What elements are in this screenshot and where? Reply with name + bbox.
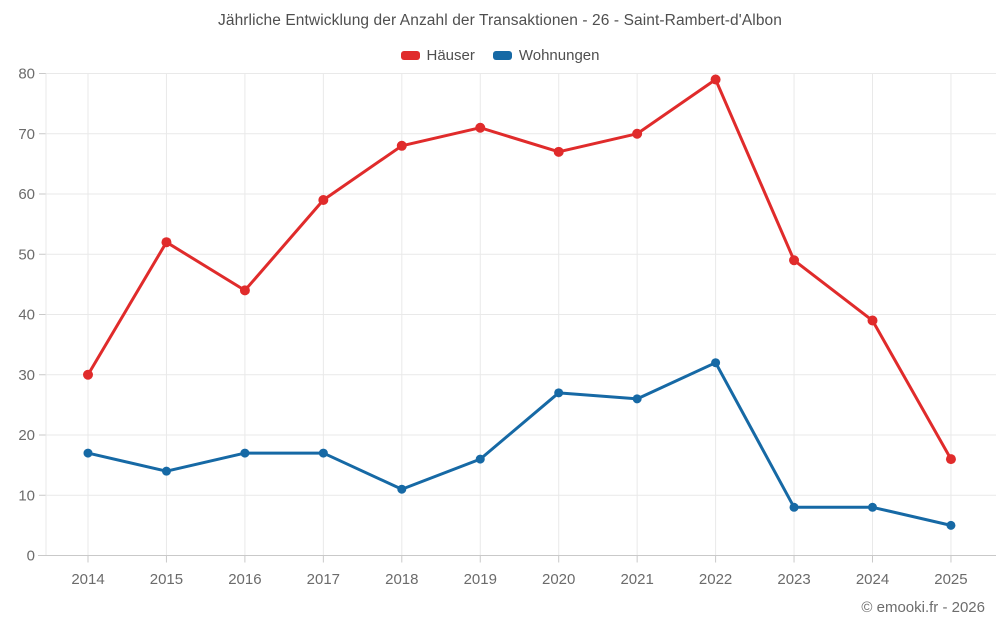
data-point-wohnungen-2021[interactable] <box>632 394 642 404</box>
data-point-wohnungen-2020[interactable] <box>554 388 564 398</box>
x-tick-label: 2025 <box>934 571 967 588</box>
x-tick-label: 2023 <box>777 571 810 588</box>
data-point-wohnungen-2018[interactable] <box>397 484 407 494</box>
data-point-haeuser-2014[interactable] <box>83 369 93 380</box>
x-tick-label: 2024 <box>856 571 889 588</box>
x-tick-label: 2014 <box>71 571 104 588</box>
data-point-haeuser-2022[interactable] <box>710 74 721 85</box>
x-tick-label: 2015 <box>150 571 183 588</box>
data-point-haeuser-2015[interactable] <box>161 237 172 248</box>
legend-label-wohnungen: Wohnungen <box>518 47 600 64</box>
legend-item-haeuser[interactable]: Häuser <box>400 47 475 64</box>
data-point-wohnungen-2023[interactable] <box>789 502 799 512</box>
y-tick-label: 50 <box>18 246 35 263</box>
data-point-haeuser-2021[interactable] <box>632 128 643 139</box>
data-point-haeuser-2025[interactable] <box>945 454 956 465</box>
y-tick-label: 20 <box>18 427 35 444</box>
y-tick-label: 70 <box>18 126 35 143</box>
x-tick-label: 2016 <box>228 571 261 588</box>
data-point-haeuser-2023[interactable] <box>789 255 800 266</box>
data-point-haeuser-2019[interactable] <box>475 122 486 133</box>
series-line-wohnungen <box>86 361 953 527</box>
series-line-haeuser <box>86 78 953 461</box>
x-tick-label: 2018 <box>385 571 418 588</box>
x-tick-label: 2017 <box>307 571 340 588</box>
y-tick-label: 30 <box>18 367 35 384</box>
legend-swatch-wohnungen <box>492 51 512 60</box>
legend-swatch-haeuser <box>400 51 420 60</box>
data-point-haeuser-2018[interactable] <box>396 140 407 151</box>
y-tick-label: 0 <box>27 548 35 565</box>
data-point-haeuser-2017[interactable] <box>318 195 329 206</box>
data-point-wohnungen-2022[interactable] <box>711 358 721 368</box>
data-point-haeuser-2024[interactable] <box>867 315 878 326</box>
y-tick-label: 40 <box>18 307 35 324</box>
data-point-wohnungen-2017[interactable] <box>318 448 328 458</box>
data-point-wohnungen-2019[interactable] <box>475 454 485 464</box>
data-point-wohnungen-2015[interactable] <box>161 466 171 476</box>
x-tick-label: 2019 <box>464 571 497 588</box>
legend-item-wohnungen[interactable]: Wohnungen <box>492 47 600 64</box>
x-tick-label: 2021 <box>620 571 653 588</box>
x-tick-label: 2020 <box>542 571 575 588</box>
legend-label-haeuser: Häuser <box>426 47 475 64</box>
data-point-wohnungen-2025[interactable] <box>946 520 956 530</box>
data-point-wohnungen-2016[interactable] <box>240 448 250 458</box>
chart-legend: Häuser Wohnungen <box>0 47 1000 64</box>
y-tick-label: 60 <box>18 186 35 203</box>
data-point-haeuser-2020[interactable] <box>553 146 564 157</box>
data-point-haeuser-2016[interactable] <box>239 285 250 296</box>
copyright-credit: © emooki.fr - 2026 <box>861 599 985 616</box>
chart-title: Jährliche Entwicklung der Anzahl der Tra… <box>218 12 782 29</box>
data-point-wohnungen-2024[interactable] <box>868 502 877 512</box>
data-point-wohnungen-2014[interactable] <box>83 448 93 458</box>
y-tick-label: 10 <box>18 487 35 504</box>
x-tick-label: 2022 <box>699 571 732 588</box>
y-tick-label: 80 <box>18 66 35 83</box>
